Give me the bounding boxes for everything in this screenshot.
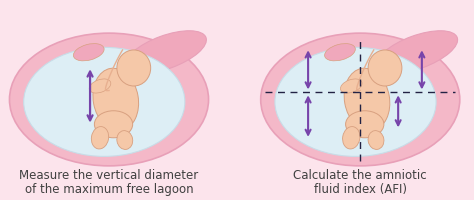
Ellipse shape (343, 127, 360, 149)
Ellipse shape (325, 44, 356, 62)
Ellipse shape (89, 80, 111, 94)
Ellipse shape (91, 127, 109, 149)
Ellipse shape (368, 131, 384, 150)
Ellipse shape (368, 51, 402, 87)
Text: Measure the vertical diameter: Measure the vertical diameter (19, 168, 199, 181)
Text: fluid index (AFI): fluid index (AFI) (314, 182, 407, 195)
Ellipse shape (117, 131, 133, 150)
Ellipse shape (93, 69, 138, 131)
Ellipse shape (121, 78, 131, 91)
Ellipse shape (117, 51, 151, 87)
Ellipse shape (261, 34, 460, 166)
Ellipse shape (340, 80, 362, 94)
Text: Calculate the amniotic: Calculate the amniotic (293, 168, 427, 181)
Ellipse shape (373, 78, 383, 91)
Ellipse shape (275, 48, 436, 157)
Ellipse shape (346, 111, 384, 138)
Ellipse shape (94, 111, 133, 138)
Ellipse shape (377, 32, 457, 74)
Ellipse shape (73, 44, 104, 62)
Ellipse shape (126, 32, 206, 74)
Ellipse shape (24, 48, 185, 157)
Ellipse shape (344, 69, 390, 131)
Text: of the maximum free lagoon: of the maximum free lagoon (25, 182, 193, 195)
Ellipse shape (9, 34, 209, 166)
